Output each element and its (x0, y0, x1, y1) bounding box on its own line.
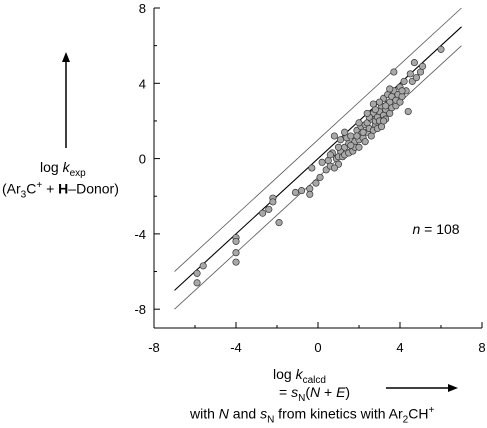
data-point (400, 77, 408, 85)
data-point (308, 164, 316, 172)
data-point (437, 45, 445, 53)
data-point (316, 173, 324, 181)
data-point (291, 188, 300, 197)
x-tick-label: -8 (148, 340, 160, 355)
data-point (418, 62, 427, 70)
arrow-up-icon (62, 52, 70, 148)
x-tick-label: -4 (230, 340, 242, 355)
data-point (386, 85, 394, 93)
x-axis-label-line3: with N and sN from kinetics with Ar2CH+ (190, 405, 435, 426)
y-axis-label-line1: log kexp (40, 159, 86, 179)
data-point (375, 98, 384, 106)
data-point (398, 87, 406, 95)
data-point (275, 219, 283, 227)
data-point (199, 262, 207, 270)
data-point (404, 107, 412, 116)
data-point (330, 132, 338, 140)
y-axis-label-line2: (Ar3C+ + H–Donor) (2, 180, 119, 201)
data-point (369, 100, 377, 108)
x-tick-label: 4 (396, 340, 403, 355)
data-point (390, 68, 398, 76)
n-annotation: n = 108 (412, 221, 459, 237)
data-point (406, 70, 414, 78)
data-point (412, 74, 420, 82)
data-point (382, 102, 390, 110)
x-axis-arrow (386, 381, 458, 393)
data-point (334, 143, 343, 151)
data-point (269, 198, 277, 206)
data-point (326, 151, 334, 159)
data-point (361, 138, 369, 146)
y-tick-label: 0 (139, 152, 146, 167)
data-point (259, 209, 267, 217)
data-point (347, 141, 355, 149)
x-axis-label-line2: = sN(N + E) (279, 384, 351, 404)
data-point (336, 136, 345, 144)
data-point (232, 237, 240, 245)
axes: -8 -4 0 4 8 8 4 0 -4 -8 (134, 1, 485, 355)
data-point (355, 143, 363, 151)
fit-line (174, 26, 462, 291)
data-point (193, 269, 201, 277)
x-tick-label: 8 (478, 340, 485, 355)
data-point (265, 205, 273, 213)
data-point (359, 128, 367, 136)
data-point (312, 179, 320, 187)
x-axis-label-line1: log kcalcd (273, 366, 326, 386)
arrow-right-icon (386, 384, 458, 392)
reference-lines (174, 7, 462, 310)
x-tick-label: 0 (314, 340, 321, 355)
y-tick-label: -4 (134, 227, 146, 242)
data-point (341, 128, 349, 136)
data-point (232, 249, 240, 257)
data-points (193, 45, 445, 287)
y-tick-label: 4 (139, 76, 146, 91)
upper-bound-line (174, 7, 462, 272)
data-point (193, 279, 201, 287)
data-point (306, 190, 314, 198)
data-point (410, 59, 418, 67)
data-point (347, 132, 355, 140)
data-point (232, 258, 240, 266)
data-point (353, 132, 361, 140)
data-point (330, 164, 338, 172)
data-point (363, 109, 371, 117)
data-point (298, 187, 306, 195)
y-tick-label: -8 (134, 302, 146, 317)
y-tick-label: 8 (139, 1, 146, 16)
data-point (355, 119, 363, 127)
data-point (380, 117, 388, 125)
data-point (318, 158, 326, 166)
